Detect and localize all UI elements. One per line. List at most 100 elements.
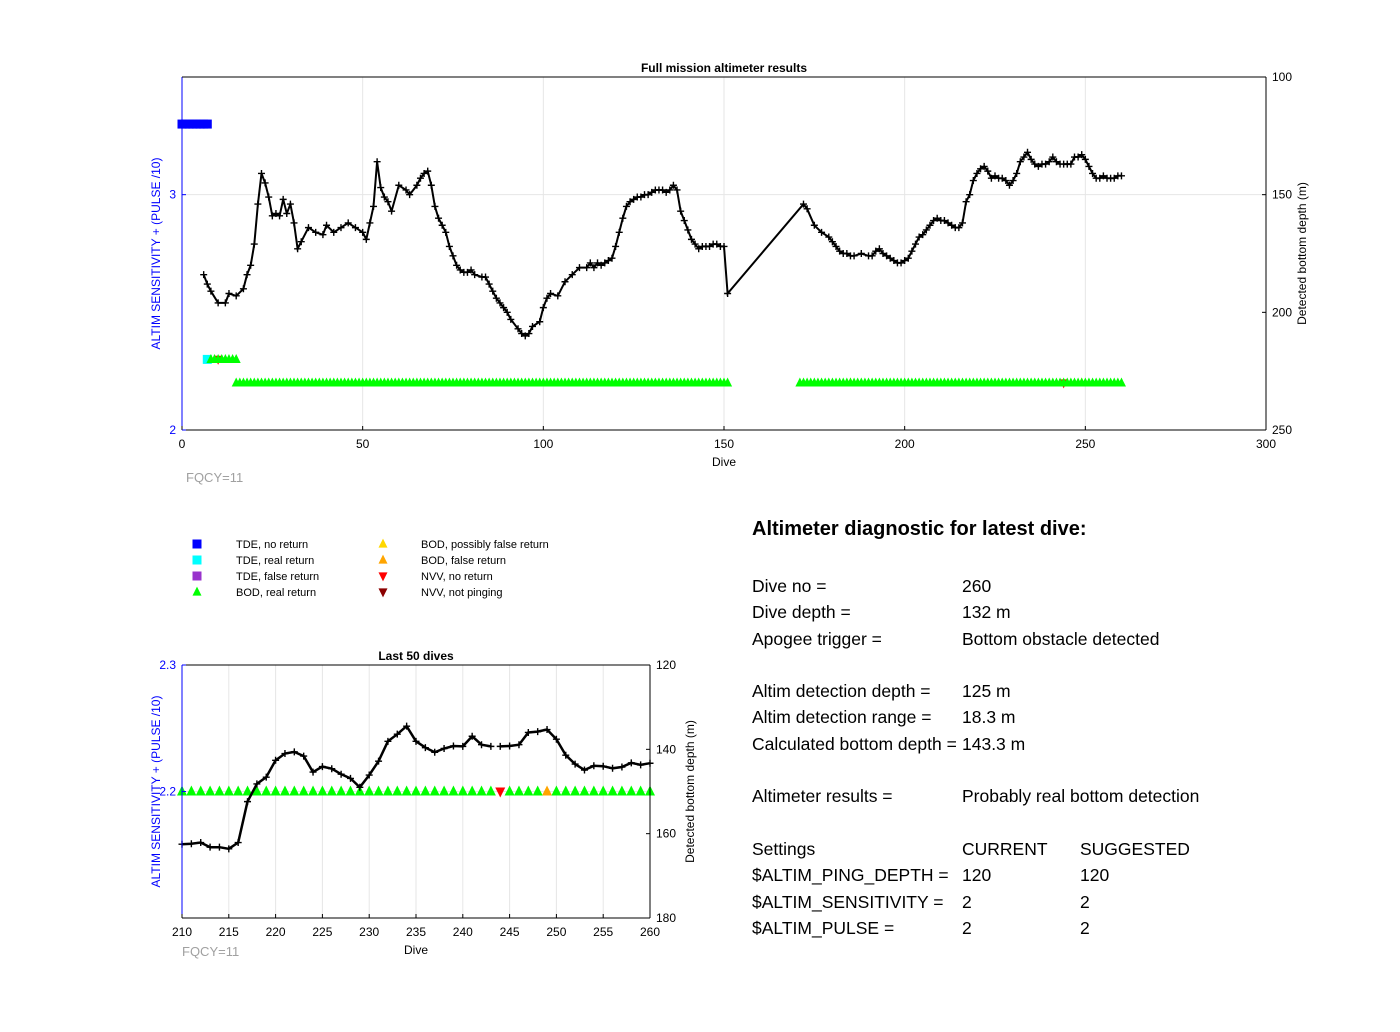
marker-bod-real-return: [1116, 377, 1126, 387]
depth-point: [337, 224, 345, 232]
depth-point: [279, 195, 287, 203]
depth-point: [453, 261, 461, 269]
marker-bod-real-return: [616, 785, 627, 796]
marker-bod-real-return: [476, 785, 487, 796]
depth-point: [456, 266, 464, 274]
depth-point: [323, 221, 331, 229]
depth-point: [438, 221, 446, 229]
depth-point: [666, 186, 674, 194]
x-tick-label: 0: [179, 437, 186, 451]
depth-point: [872, 247, 880, 255]
depth-point: [562, 751, 570, 759]
setting-suggested: 2: [1080, 891, 1090, 912]
depth-point: [886, 254, 894, 262]
depth-point: [421, 744, 429, 752]
depth-point: [503, 308, 511, 316]
depth-point: [601, 259, 609, 267]
marker-nvv-no-return: [495, 787, 506, 798]
depth-point: [243, 271, 251, 279]
y-left-tick-label: 3: [169, 188, 176, 202]
marker-bod-real-return: [523, 785, 534, 796]
depth-point: [1027, 155, 1035, 163]
depth-point: [930, 217, 938, 225]
marker-bod-real-return: [382, 785, 393, 796]
depth-point: [547, 290, 555, 298]
marker-bod-real-return: [723, 377, 733, 387]
depth-point: [955, 224, 963, 232]
depth-point: [720, 242, 728, 250]
marker-bod-real-return: [532, 785, 543, 796]
depth-point: [966, 191, 974, 199]
depth-point: [1024, 148, 1032, 156]
setting-suggested: 2: [1080, 917, 1090, 938]
depth-point: [402, 186, 410, 194]
depth-point: [933, 214, 941, 222]
y-right-tick-label: 140: [656, 742, 676, 756]
depth-point: [958, 219, 966, 227]
dive-depth-value: 132 m: [962, 602, 1011, 623]
depth-point: [879, 250, 887, 257]
legend-marker: [192, 539, 202, 549]
marker-bod-real-return: [298, 785, 309, 796]
depth-point: [286, 200, 294, 208]
results-value: Probably real bottom detection: [962, 786, 1200, 807]
results-row: Altimeter results = Probably real bottom…: [752, 783, 1372, 809]
depth-point: [919, 231, 927, 239]
setting-suggested: 120: [1080, 865, 1110, 886]
marker-tde-no-return: [202, 119, 212, 129]
depth-point: [344, 219, 352, 227]
depth-point: [1042, 160, 1050, 168]
depth-point: [1049, 153, 1057, 161]
depth-point: [290, 748, 298, 756]
depth-point: [309, 768, 317, 776]
x-tick-label: 235: [406, 925, 426, 939]
depth-point: [554, 292, 562, 300]
marker-bod-real-return: [485, 785, 496, 796]
altim-range-row: Altim detection range = 18.3 m: [752, 704, 1372, 730]
depth-point: [388, 207, 396, 215]
depth-point: [944, 219, 952, 227]
y-right-tick-label: 100: [1272, 70, 1292, 84]
depth-point: [677, 207, 685, 215]
apogee-label: Apogee trigger =: [752, 628, 882, 649]
depth-point: [904, 254, 912, 262]
depth-point: [406, 191, 414, 199]
depth-point: [850, 252, 858, 260]
marker-bod-real-return: [336, 785, 347, 796]
depth-point: [377, 184, 385, 192]
depth-point: [615, 228, 623, 236]
depth-point: [980, 162, 988, 170]
depth-point: [539, 304, 547, 312]
depth-point: [1117, 172, 1125, 180]
depth-point: [506, 742, 514, 750]
depth-point: [254, 200, 262, 208]
chart-title: Last 50 dives: [378, 649, 454, 663]
depth-point: [262, 773, 270, 781]
depth-point: [659, 186, 667, 194]
depth-point: [825, 233, 833, 241]
depth-point: [478, 741, 486, 749]
y-left-tick-label: 2.3: [159, 658, 176, 672]
depth-point: [395, 181, 403, 189]
depth-point: [268, 212, 276, 220]
legend-label: TDE, false return: [236, 571, 319, 583]
depth-point: [521, 332, 529, 340]
depth-point: [206, 843, 214, 851]
x-tick-label: 225: [312, 925, 332, 939]
depth-point: [984, 167, 992, 175]
depth-point: [799, 200, 807, 208]
legend-label: BOD, false return: [421, 555, 506, 567]
depth-point: [312, 228, 320, 236]
depth-point: [969, 177, 977, 185]
depth-point: [1034, 162, 1042, 170]
depth-point: [300, 752, 308, 760]
depth-point: [427, 181, 435, 189]
depth-point: [445, 242, 453, 250]
depth-point: [449, 252, 457, 260]
marker-bod-real-return: [457, 785, 468, 796]
legend-label: TDE, real return: [236, 555, 314, 567]
marker-bod-real-return: [242, 785, 253, 796]
marker-bod-real-return: [513, 785, 524, 796]
depth-point: [297, 238, 305, 246]
depth-point: [1016, 158, 1024, 166]
